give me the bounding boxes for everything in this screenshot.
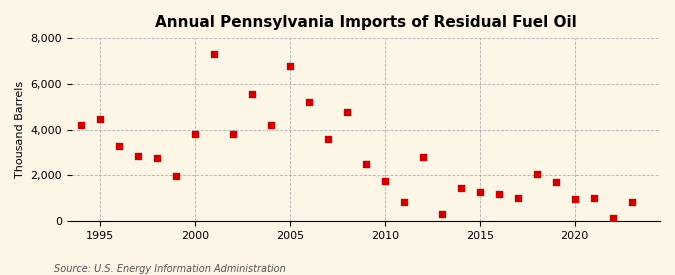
Point (626, 199, 637, 204)
Point (190, 132, 200, 136)
Point (209, 52, 219, 56)
Point (247, 92, 258, 96)
Point (608, 215, 618, 220)
Point (323, 136, 333, 141)
Text: Source: U.S. Energy Information Administration: Source: U.S. Energy Information Administ… (54, 264, 286, 274)
Point (398, 199, 409, 204)
Point (95, 117, 106, 122)
Point (266, 123, 277, 127)
Y-axis label: Thousand Barrels: Thousand Barrels (15, 81, 25, 178)
Point (379, 179, 390, 183)
Point (227, 132, 238, 136)
Point (417, 155, 428, 159)
Point (531, 172, 542, 176)
Point (475, 190, 485, 195)
Point (171, 174, 182, 179)
Title: Annual Pennsylvania Imports of Residual Fuel Oil: Annual Pennsylvania Imports of Residual … (155, 15, 577, 30)
Point (456, 186, 466, 190)
Point (133, 154, 144, 158)
Point (285, 63, 296, 68)
Point (550, 180, 561, 184)
Point (304, 100, 315, 104)
Point (342, 110, 352, 115)
Point (493, 191, 504, 196)
Point (437, 212, 448, 216)
Point (512, 196, 523, 200)
Point (588, 196, 599, 200)
Point (360, 162, 371, 166)
Point (114, 143, 125, 148)
Point (569, 197, 580, 202)
Point (76, 123, 87, 127)
Point (152, 156, 163, 160)
